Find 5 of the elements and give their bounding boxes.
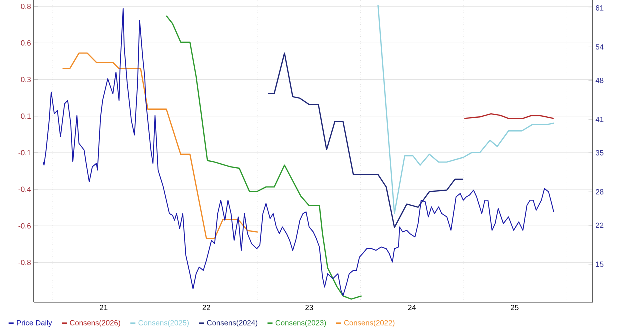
line-series: [62, 52, 259, 240]
line-series: [378, 4, 555, 214]
line-series: [166, 16, 362, 300]
line-series: [42, 8, 554, 296]
line-series: [268, 52, 464, 228]
